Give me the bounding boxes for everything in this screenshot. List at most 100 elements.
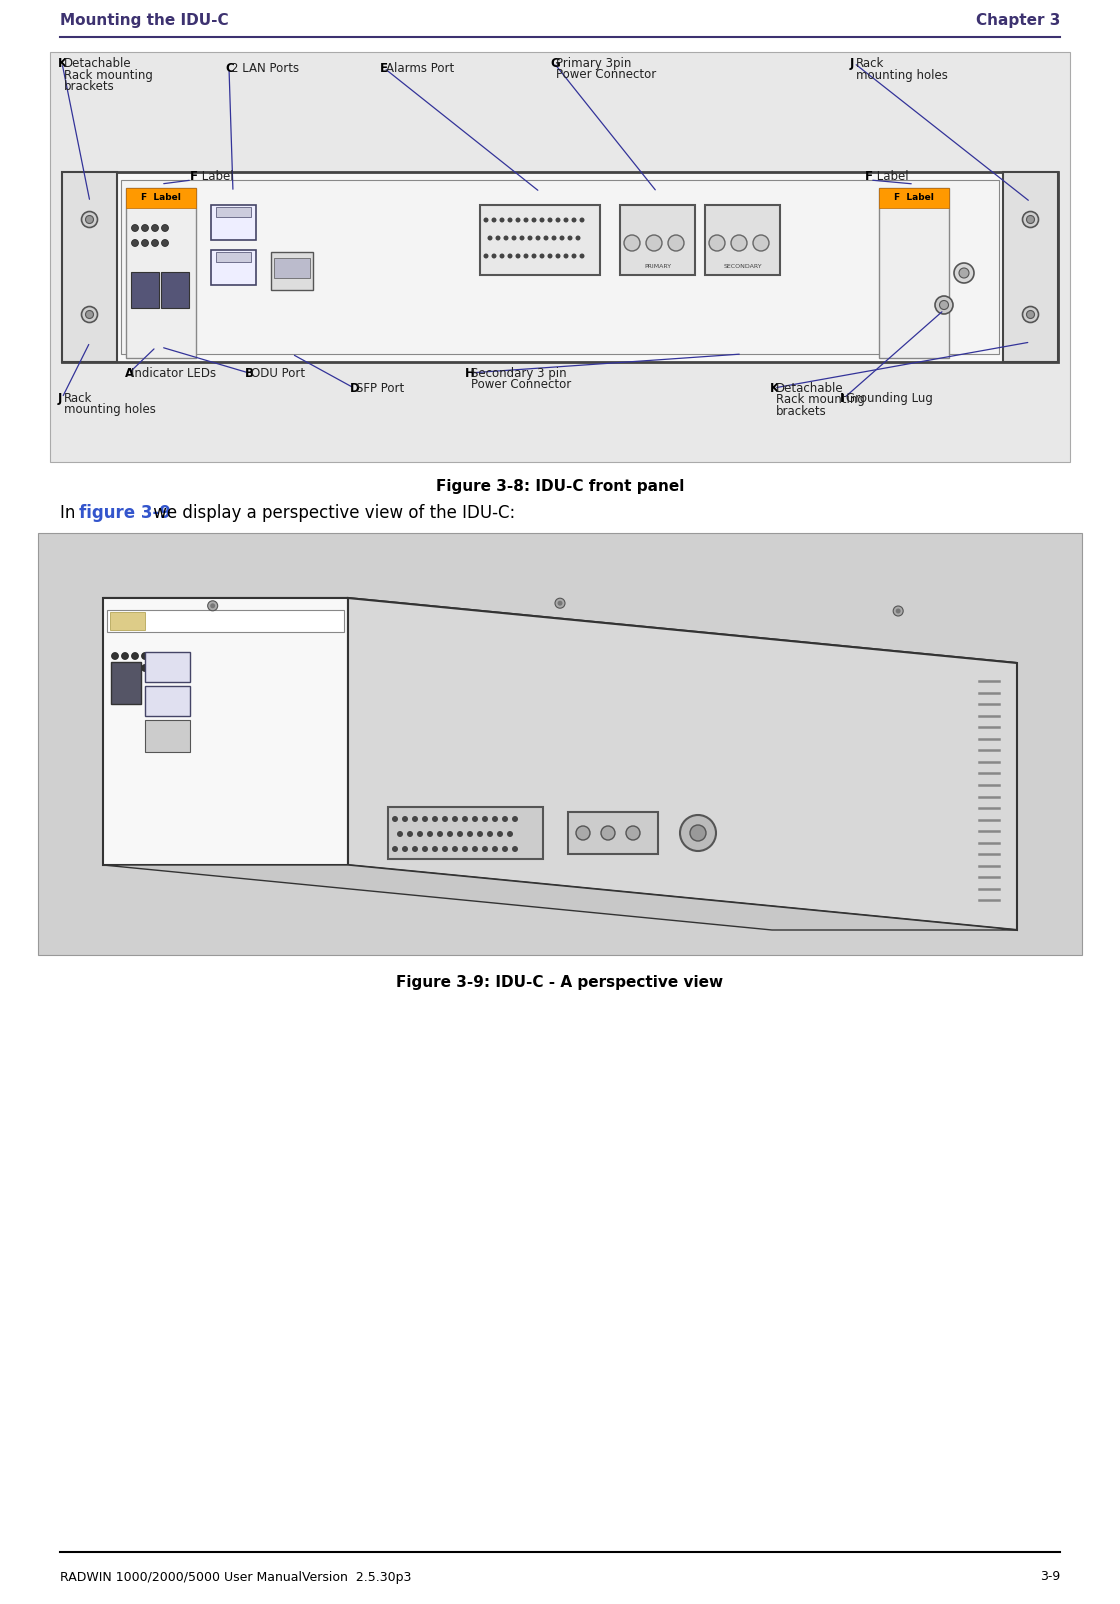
Circle shape	[512, 236, 516, 241]
Circle shape	[82, 306, 97, 322]
Circle shape	[548, 253, 552, 258]
Circle shape	[396, 831, 403, 837]
Text: RADWIN 1000/2000/5000 User ManualVersion  2.5.30p3: RADWIN 1000/2000/5000 User ManualVersion…	[60, 1570, 411, 1583]
Circle shape	[668, 236, 684, 250]
Circle shape	[576, 236, 580, 241]
Circle shape	[896, 608, 900, 613]
Circle shape	[497, 831, 503, 837]
Polygon shape	[348, 598, 1017, 930]
Circle shape	[207, 602, 217, 611]
Circle shape	[141, 653, 149, 659]
Text: SECONDARY: SECONDARY	[724, 265, 762, 269]
Text: J: J	[850, 58, 855, 71]
Text: 2 LAN Ports: 2 LAN Ports	[231, 63, 299, 75]
Circle shape	[141, 664, 149, 672]
Circle shape	[579, 218, 585, 223]
Circle shape	[507, 831, 513, 837]
Bar	[38, 533, 1082, 954]
Circle shape	[558, 602, 562, 606]
Circle shape	[482, 816, 488, 821]
Circle shape	[576, 826, 590, 840]
Text: 3-9: 3-9	[1039, 1570, 1060, 1583]
Circle shape	[85, 215, 93, 223]
Circle shape	[151, 239, 159, 247]
Circle shape	[121, 664, 129, 672]
Bar	[216, 252, 251, 261]
Text: PRIMARY: PRIMARY	[644, 265, 671, 269]
Circle shape	[211, 603, 215, 608]
Bar	[62, 172, 1058, 363]
Circle shape	[940, 300, 949, 310]
Circle shape	[540, 218, 544, 223]
Text: Primary 3pin: Primary 3pin	[556, 58, 631, 71]
Circle shape	[551, 236, 557, 241]
Circle shape	[452, 845, 458, 852]
Text: brackets: brackets	[775, 404, 827, 419]
Circle shape	[392, 845, 398, 852]
Text: F: F	[190, 170, 198, 183]
Bar	[144, 687, 190, 715]
Circle shape	[502, 845, 508, 852]
Text: F: F	[865, 170, 872, 183]
Text: Rack: Rack	[856, 58, 884, 71]
Circle shape	[161, 225, 168, 231]
Bar	[111, 662, 141, 704]
Circle shape	[556, 218, 560, 223]
Circle shape	[472, 845, 478, 852]
Circle shape	[624, 236, 640, 250]
Circle shape	[452, 816, 458, 821]
Circle shape	[487, 236, 493, 241]
Text: figure 3-9: figure 3-9	[78, 504, 170, 521]
Circle shape	[532, 218, 536, 223]
Bar	[131, 273, 159, 308]
Text: K: K	[58, 58, 67, 71]
Text: Rack mounting: Rack mounting	[775, 393, 865, 406]
Bar	[271, 252, 312, 290]
Bar	[125, 188, 196, 358]
Circle shape	[422, 816, 428, 821]
Circle shape	[579, 253, 585, 258]
Text: ODU Port: ODU Port	[251, 367, 305, 380]
Bar	[62, 172, 116, 363]
Text: Power Connector: Power Connector	[556, 69, 656, 82]
Circle shape	[959, 268, 969, 277]
Circle shape	[568, 236, 572, 241]
Circle shape	[112, 653, 119, 659]
Text: Alarms Port: Alarms Port	[385, 63, 454, 75]
Text: H: H	[465, 367, 475, 380]
Circle shape	[520, 236, 524, 241]
Circle shape	[556, 598, 564, 608]
Circle shape	[442, 816, 448, 821]
Text: F  Label: F Label	[141, 194, 181, 202]
Polygon shape	[103, 598, 1017, 662]
Circle shape	[512, 845, 517, 852]
Circle shape	[131, 239, 139, 247]
Circle shape	[495, 236, 501, 241]
Text: mounting holes: mounting holes	[64, 404, 156, 417]
Circle shape	[753, 236, 769, 250]
Bar	[161, 273, 189, 308]
Circle shape	[523, 253, 529, 258]
Circle shape	[484, 218, 488, 223]
Text: Power Connector: Power Connector	[470, 379, 571, 391]
Circle shape	[437, 831, 444, 837]
Text: brackets: brackets	[64, 80, 114, 93]
Bar	[274, 258, 310, 277]
Circle shape	[626, 826, 640, 840]
Bar	[211, 250, 256, 286]
Circle shape	[392, 816, 398, 821]
Circle shape	[482, 845, 488, 852]
Circle shape	[477, 831, 483, 837]
Bar	[620, 205, 696, 274]
Circle shape	[492, 218, 496, 223]
Circle shape	[432, 845, 438, 852]
Circle shape	[412, 816, 418, 821]
Circle shape	[1027, 311, 1035, 319]
Circle shape	[492, 253, 496, 258]
Circle shape	[548, 218, 552, 223]
Text: Detachable: Detachable	[64, 58, 131, 71]
Circle shape	[412, 845, 418, 852]
Bar	[211, 205, 256, 241]
Text: B: B	[245, 367, 254, 380]
Circle shape	[560, 236, 564, 241]
